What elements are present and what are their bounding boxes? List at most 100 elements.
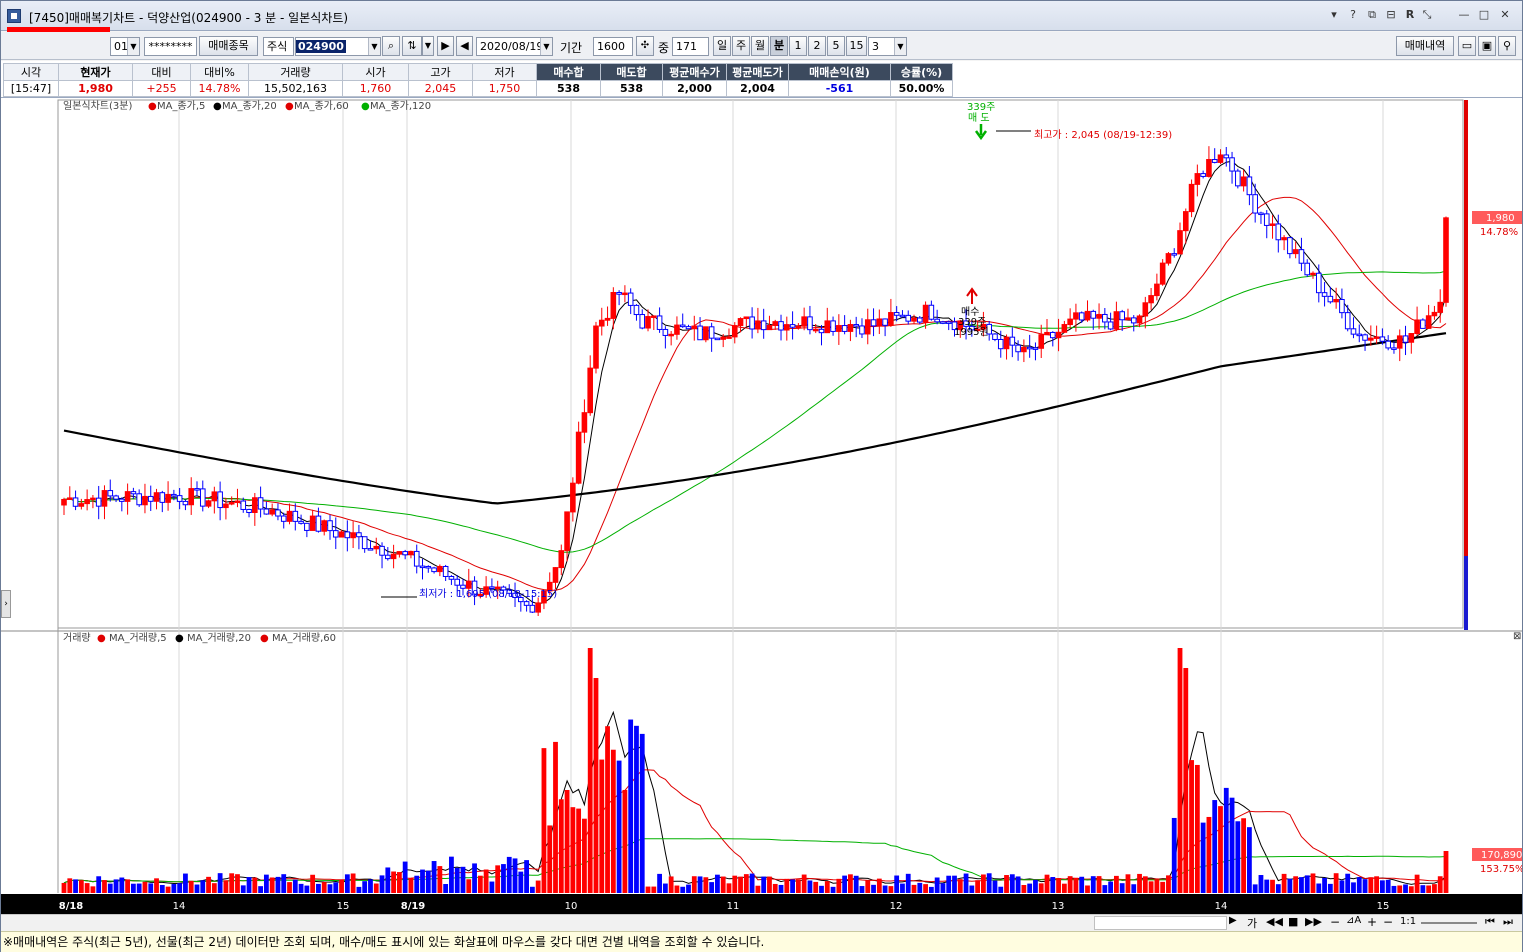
legend-ma60-marker: ●	[285, 101, 294, 112]
market-select[interactable]: 주식	[263, 37, 294, 56]
candle-body	[731, 325, 738, 338]
scroll-right-icon[interactable]: ▶	[1229, 915, 1237, 926]
chart-scrollbar[interactable]	[1094, 916, 1227, 930]
volume-bar	[1171, 817, 1177, 893]
code-input[interactable]: 024900 ▼	[295, 37, 381, 56]
folder-icon[interactable]: ▭	[1458, 36, 1476, 56]
play-icon[interactable]: ▶	[437, 36, 454, 56]
minimize-icon[interactable]: —	[1458, 8, 1470, 21]
zoom-in-alt-icon[interactable]: −	[1383, 915, 1394, 929]
volume-bar	[848, 874, 853, 893]
stop-icon[interactable]: ■	[1288, 915, 1299, 928]
dock-icon[interactable]: ⤡	[1422, 8, 1432, 21]
volume-bar	[674, 885, 680, 893]
tf-1-button[interactable]: 1	[789, 36, 807, 56]
buy-arrow-icon[interactable]	[966, 287, 978, 304]
close-icon[interactable]: ✕	[1500, 8, 1510, 21]
tf-month-button[interactable]: 월	[751, 36, 769, 56]
volume-bar	[715, 874, 720, 893]
volume-bar	[246, 877, 252, 893]
tf-day-button[interactable]: 일	[713, 36, 731, 56]
candle-body	[321, 520, 328, 532]
candle-body	[1310, 272, 1316, 276]
volume-bar	[1183, 668, 1189, 893]
tf-5-button[interactable]: 5	[827, 36, 845, 56]
x-tick-label: 15	[337, 901, 350, 912]
period-input[interactable]: 1600	[593, 37, 633, 56]
zoom-slider[interactable]	[1421, 922, 1477, 924]
chart-area[interactable]: 일본식차트(3분) ● MA_종가,5 ● MA_종가,20 ● MA_종가,6…	[1, 98, 1522, 914]
chevron-down-icon[interactable]: ▼	[422, 36, 434, 56]
volume-legend: 거래량 ● MA_거래량,5 ● MA_거래량,20 ● MA_거래량,60	[63, 632, 336, 644]
volume-bar	[819, 885, 824, 893]
candle-body	[807, 316, 813, 331]
candle-body	[1391, 347, 1397, 350]
volume-bar	[1015, 876, 1021, 893]
chevron-down-icon[interactable]: ▼	[540, 38, 552, 55]
sort-icon[interactable]: ⇅	[402, 36, 422, 56]
candle-body	[784, 324, 790, 331]
chevron-down-icon[interactable]: ▼	[894, 38, 906, 55]
zoom-in-icon[interactable]: +	[1367, 915, 1378, 929]
trade-history-button[interactable]: 매매내역	[1396, 36, 1454, 56]
price-volume-chart[interactable]: 일본식차트(3분) ● MA_종가,5 ● MA_종가,20 ● MA_종가,6…	[1, 98, 1522, 914]
volume-bar	[339, 879, 344, 893]
volume-bar	[582, 818, 587, 893]
candle-body	[136, 493, 142, 506]
volume-bar	[1085, 885, 1090, 893]
forward-icon[interactable]: ▶▶	[1305, 915, 1322, 928]
scale-icon[interactable]: ⊿A	[1346, 915, 1362, 926]
volume-bar	[1160, 881, 1166, 893]
tf-15-button[interactable]: 15	[846, 36, 867, 56]
save-icon[interactable]: ▣	[1478, 36, 1496, 56]
tf-minute-button[interactable]: 분	[770, 36, 788, 56]
scroll-first-icon[interactable]: ⏮	[1485, 915, 1495, 928]
password-field[interactable]: ********	[144, 37, 197, 56]
back-icon[interactable]: ◀	[456, 36, 473, 56]
volume-bar	[385, 867, 391, 893]
link-icon[interactable]: ⊟	[1386, 8, 1396, 21]
search-icon[interactable]: ⌕	[382, 36, 400, 56]
crosshair-icon[interactable]: ✣	[636, 36, 654, 56]
date-input[interactable]: 2020/08/19 ▼	[476, 37, 553, 56]
trade-item-button[interactable]: 매매종목	[199, 36, 258, 56]
candle-body	[622, 292, 628, 296]
volume-bar	[1212, 800, 1218, 893]
candle-body	[66, 497, 73, 500]
zoom-label-icon[interactable]: 가	[1247, 917, 1258, 930]
scroll-last-icon[interactable]: ⏭	[1503, 915, 1513, 928]
qh-volume: 거래량	[248, 63, 343, 81]
volume-bar	[211, 883, 217, 893]
candle-body	[1315, 272, 1322, 294]
candle-body	[437, 565, 443, 573]
copy-icon[interactable]: ⧉	[1368, 8, 1376, 21]
chevron-down-icon[interactable]: ▼	[127, 38, 139, 55]
chevron-down-icon[interactable]: ▼	[368, 38, 380, 55]
volume-bar	[148, 883, 154, 893]
tf-select[interactable]: 3 ▼	[868, 37, 907, 56]
rewind-icon[interactable]: ◀◀	[1266, 915, 1283, 928]
refresh-r-icon[interactable]: R	[1405, 8, 1415, 21]
tf-2-button[interactable]: 2	[808, 36, 826, 56]
tf-week-button[interactable]: 주	[732, 36, 750, 56]
maximize-icon[interactable]: □	[1478, 8, 1490, 21]
candle-body	[1217, 154, 1224, 163]
candle-body	[789, 324, 796, 328]
qh-time: 시각	[3, 63, 59, 81]
zoom-out-icon[interactable]: −	[1330, 915, 1341, 929]
volume-bar	[570, 807, 576, 893]
volume-bar	[1374, 876, 1380, 893]
help-icon[interactable]: ?	[1350, 8, 1356, 21]
candle-body	[246, 508, 252, 513]
candle-body	[1281, 237, 1287, 241]
menu-icon[interactable]: ▾	[1331, 8, 1337, 21]
candle-body	[1333, 299, 1339, 303]
expand-panel-icon[interactable]: ›	[1, 590, 11, 618]
candle-body	[1327, 295, 1334, 303]
volume-bar	[443, 884, 449, 893]
count-input[interactable]: 171	[672, 37, 709, 56]
sell-arrow-icon[interactable]	[974, 124, 988, 141]
close-pane-icon[interactable]: ⊠	[1513, 631, 1521, 642]
wrench-icon[interactable]: ⚲	[1498, 36, 1516, 56]
account-field[interactable]: 01 ▼	[110, 37, 140, 56]
